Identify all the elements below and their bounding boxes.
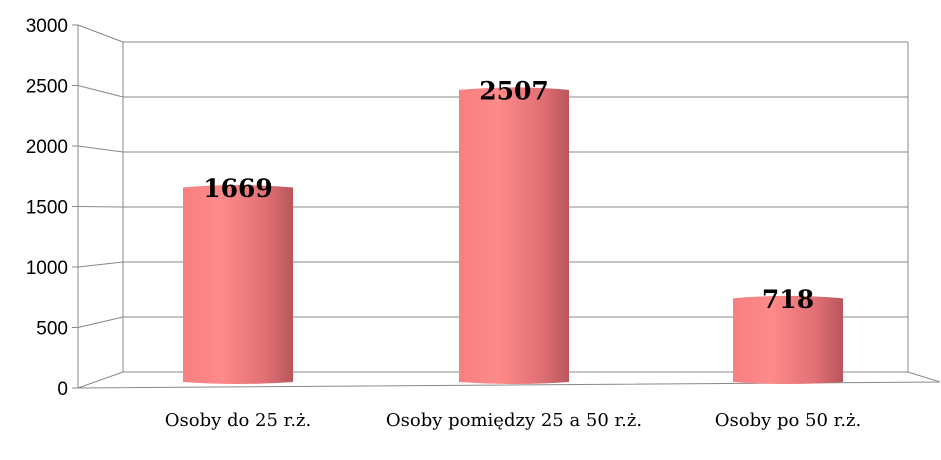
value-label: 718	[762, 285, 814, 314]
value-label: 1669	[203, 174, 273, 203]
y-tick-label: 500	[36, 319, 68, 340]
grid-line	[77, 24, 124, 43]
y-tick-label: 1500	[26, 198, 68, 219]
grid-line	[77, 145, 124, 153]
bar	[459, 87, 569, 384]
value-label: 2507	[479, 76, 549, 105]
x-tick-label: Osoby do 25 r.ż.	[164, 410, 312, 431]
y-tick-label: 3000	[26, 16, 68, 37]
bar	[733, 295, 843, 384]
y-tick-label: 1000	[26, 258, 68, 279]
grid-line	[77, 85, 124, 98]
grid-line	[77, 316, 124, 328]
y-tick-label: 2000	[26, 137, 68, 158]
grid-line	[77, 261, 124, 268]
floor	[77, 371, 941, 389]
grid-line	[77, 371, 124, 389]
bar	[183, 185, 293, 384]
x-tick-label: Osoby pomiędzy 25 a 50 r.ż.	[385, 410, 643, 431]
y-tick-label: 2500	[26, 77, 68, 98]
x-tick-label: Osoby po 50 r.ż.	[714, 410, 862, 431]
grid-line	[77, 206, 124, 208]
y-tick-label: 0	[57, 379, 68, 400]
